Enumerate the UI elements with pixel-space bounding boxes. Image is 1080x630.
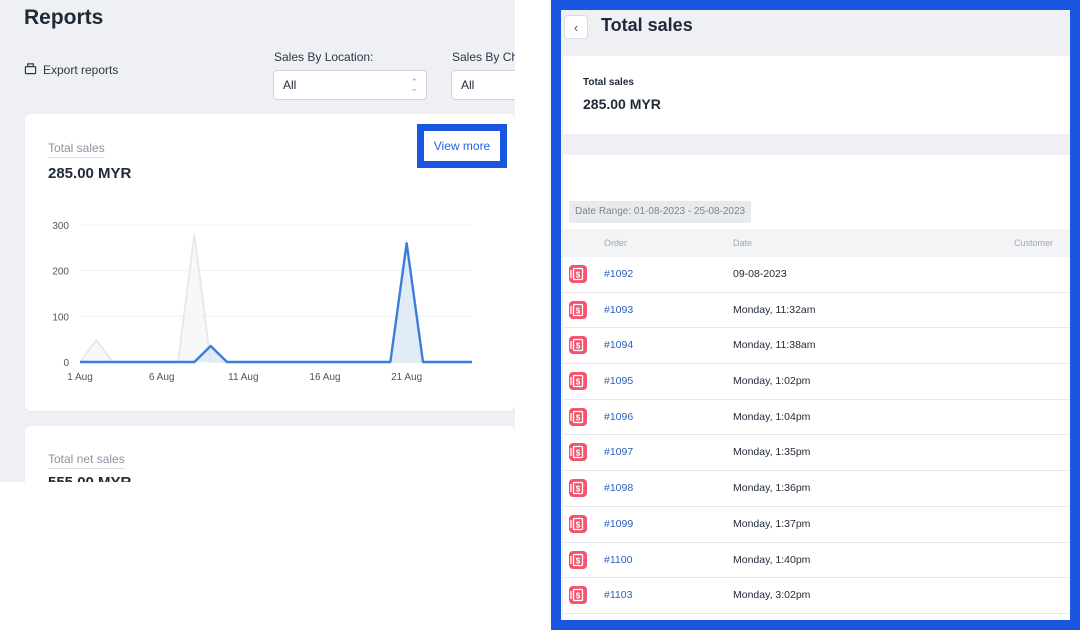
total-sales-chart: 0 100 200 300 1 Aug 6 Aug 11 Aug 16 Aug 21 Aug: [52, 221, 472, 383]
reports-page: Reports Export reports Sales By Location…: [0, 0, 515, 482]
order-number[interactable]: #1103: [604, 589, 633, 602]
table-row[interactable]: $ #1096 Monday, 1:04pm: [563, 400, 1070, 436]
export-icon: [24, 62, 37, 78]
table-row[interactable]: $ #1100 Monday, 1:40pm: [563, 543, 1070, 579]
order-number[interactable]: #1093: [604, 303, 634, 316]
column-customer: Customer: [1014, 238, 1054, 248]
svg-text:$: $: [576, 342, 581, 351]
total-sales-card: Total sales 285.00 MYR View more 0 100 200…: [25, 114, 515, 411]
order-date: Monday, 1:40pm: [733, 553, 811, 566]
orders-table-header: Order Date Customer: [563, 229, 1070, 257]
date-range-chip[interactable]: Date Range: 01-08-2023 - 25-08-2023: [569, 201, 752, 223]
x-tick-label: 6 Aug: [149, 372, 175, 383]
table-row[interactable]: $ #1097 Monday, 1:35pm: [563, 435, 1070, 472]
order-date: Monday, 3:02pm: [733, 589, 811, 602]
table-row[interactable]: $ #1099 Monday, 1:37pm: [563, 507, 1070, 543]
order-date: Monday, 1:37pm: [733, 517, 811, 530]
receipt-icon: $: [569, 550, 587, 569]
back-button[interactable]: ‹: [564, 15, 588, 39]
total-net-sales-value: 555.00 MYR: [48, 474, 131, 482]
order-date: Monday, 1:35pm: [733, 446, 811, 459]
sales-by-channel-label: Sales By Ch: [452, 50, 515, 64]
receipt-icon: $: [569, 586, 587, 605]
receipt-icon: $: [569, 407, 587, 426]
order-number[interactable]: #1098: [604, 482, 634, 495]
sales-by-channel-value: All: [461, 78, 475, 92]
x-tick-label: 11 Aug: [228, 372, 258, 383]
svg-text:$: $: [576, 556, 581, 565]
series-line: [80, 242, 472, 364]
svg-text:$: $: [576, 270, 581, 279]
summary-value: 285.00 MYR: [583, 96, 661, 112]
total-sales-value: 285.00 MYR: [48, 165, 132, 182]
export-reports-button[interactable]: Export reports: [24, 62, 118, 78]
table-row[interactable]: $ #1094 Monday, 11:38am: [563, 328, 1070, 365]
table-row[interactable]: $ #1093 Monday, 11:32am: [563, 293, 1070, 329]
receipt-icon: $: [569, 300, 587, 319]
svg-text:$: $: [576, 377, 581, 386]
table-row[interactable]: $ #1092 09-08-2023: [563, 257, 1070, 293]
sales-by-location-label: Sales By Location:: [274, 50, 374, 64]
receipt-icon: $: [569, 336, 587, 355]
column-order: Order: [604, 238, 628, 248]
order-date: Monday, 1:02pm: [733, 375, 811, 388]
order-date: Monday, 11:38am: [733, 339, 816, 352]
x-tick-label: 1 Aug: [67, 372, 93, 383]
order-date: Monday, 11:32am: [733, 303, 816, 316]
order-number[interactable]: #1096: [604, 410, 634, 423]
page-title: Reports: [24, 6, 104, 29]
y-tick-label: 0: [63, 358, 69, 369]
receipt-icon: $: [569, 443, 587, 462]
svg-text:$: $: [576, 520, 581, 529]
sales-by-channel-select[interactable]: All: [451, 70, 515, 100]
sales-by-location-select[interactable]: All ⌃ ⌄: [273, 70, 427, 100]
y-tick-label: 200: [52, 267, 69, 278]
summary-label: Total sales: [583, 77, 634, 88]
order-number[interactable]: #1097: [604, 446, 634, 459]
y-tick-label: 100: [52, 312, 69, 323]
order-number[interactable]: #1092: [604, 268, 634, 280]
total-net-sales-card: Total net sales 555.00 MYR: [25, 426, 515, 482]
export-reports-label: Export reports: [43, 63, 119, 77]
total-sales-detail-panel: ‹ Total sales Total sales 285.00 MYR Dat…: [561, 10, 1070, 620]
total-sales-label: Total sales: [48, 141, 105, 158]
svg-text:$: $: [576, 306, 581, 315]
orders-card: Date Range: 01-08-2023 - 25-08-2023 Orde…: [563, 155, 1070, 620]
column-date: Date: [733, 238, 753, 248]
receipt-icon: $: [569, 479, 587, 498]
order-number[interactable]: #1100: [604, 553, 633, 566]
total-net-sales-label: Total net sales: [48, 452, 125, 469]
receipt-icon: $: [569, 372, 587, 391]
receipt-icon: $: [569, 265, 587, 283]
order-date: Monday, 1:04pm: [733, 410, 811, 423]
svg-text:$: $: [576, 413, 581, 422]
table-row[interactable]: $ #1095 Monday, 1:02pm: [563, 364, 1070, 400]
orders-list: $ #1092 09-08-2023 $ #1093 Monday, 11:32am $ #1…: [563, 257, 1070, 614]
order-number[interactable]: #1094: [604, 339, 634, 352]
receipt-icon: $: [569, 514, 587, 533]
x-tick-label: 16 Aug: [309, 372, 340, 383]
order-number[interactable]: #1095: [604, 375, 634, 388]
table-row[interactable]: $ #1103 Monday, 3:02pm: [563, 578, 1070, 614]
chevron-updown-icon: ⌃ ⌄: [410, 77, 418, 93]
summary-card: Total sales 285.00 MYR: [563, 56, 1070, 134]
sales-by-location-value: All: [283, 78, 297, 92]
table-row[interactable]: $ #1098 Monday, 1:36pm: [563, 471, 1070, 507]
svg-text:$: $: [576, 591, 581, 600]
view-more-highlight: View more: [417, 124, 507, 168]
order-date: Monday, 1:36pm: [733, 482, 811, 495]
chevron-left-icon: ‹: [573, 19, 579, 35]
view-more-button[interactable]: View more: [424, 131, 500, 161]
svg-text:$: $: [576, 484, 581, 493]
x-tick-label: 21 Aug: [391, 372, 422, 383]
y-tick-label: 300: [52, 221, 69, 232]
svg-text:$: $: [576, 449, 581, 458]
order-date: 09-08-2023: [733, 268, 787, 280]
order-number[interactable]: #1099: [604, 517, 634, 530]
series-area: [80, 243, 472, 362]
panel-title: Total sales: [601, 15, 693, 35]
total-sales-detail-highlight: ‹ Total sales Total sales 285.00 MYR Dat…: [551, 0, 1080, 630]
